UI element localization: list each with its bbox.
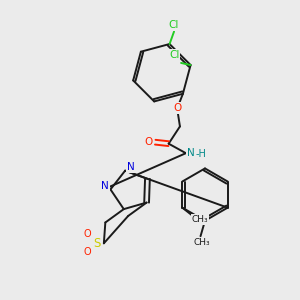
Text: Cl: Cl [169,50,180,60]
Text: N: N [187,148,194,158]
Text: O: O [145,137,153,147]
Text: CH₃: CH₃ [192,215,208,224]
Text: S: S [94,237,101,250]
Text: O: O [173,103,182,113]
Text: Cl: Cl [169,20,179,30]
Text: -H: -H [196,149,207,159]
Text: N: N [127,162,134,172]
Text: N: N [101,181,109,191]
Text: O: O [84,230,91,239]
Text: O: O [84,247,91,257]
Text: CH₃: CH₃ [194,238,210,247]
